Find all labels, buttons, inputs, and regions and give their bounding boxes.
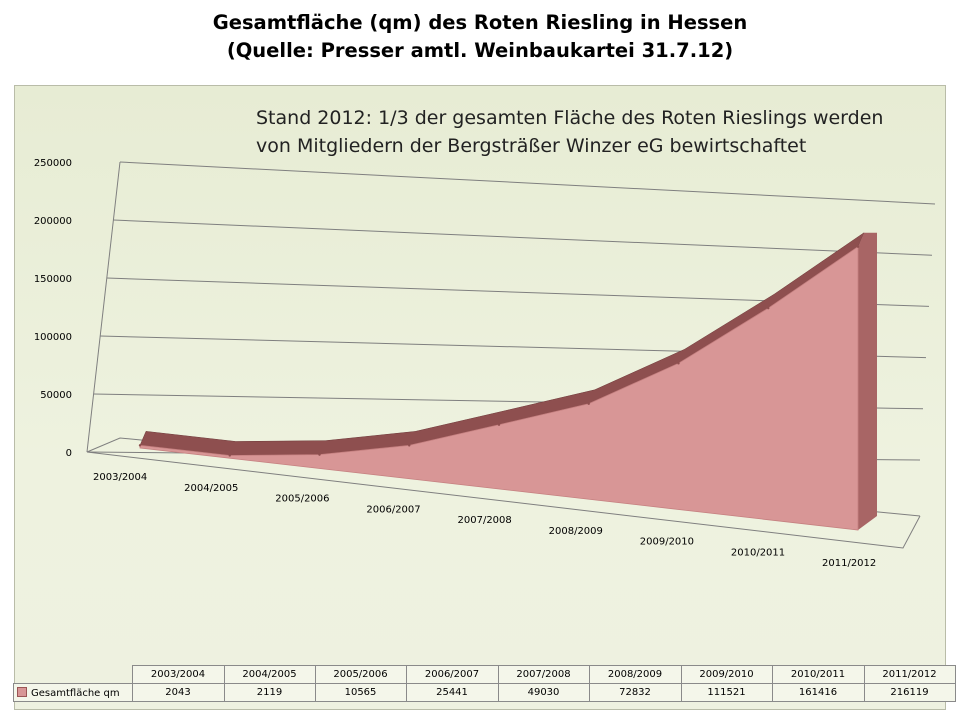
data-table-value-row: Gesamtfläche qm 2043 2119 10565 25441 49030 7… [13,683,956,702]
wall-edge-left [86,161,121,453]
data-table-header-cell: 2010/2011 [771,665,865,684]
x-tick-label-5: 2008/2009 [549,526,603,537]
area-layer [138,232,877,531]
series-legend-key [17,686,27,697]
data-table-value-cell: 72832 [588,683,682,702]
data-table-value-cell: 25441 [405,683,499,702]
data-table-header-cell: 2007/2008 [497,665,590,684]
x-axis-ticks: 2003/2004 2004/2005 2005/2006 2006/2007 2007… [93,472,876,569]
y-tick-label-2: 100000 [34,332,72,343]
y-tick-label-0: 0 [66,448,72,459]
data-point-6 [677,362,680,365]
x-tick-label-2: 2005/2006 [275,494,329,505]
data-table-value-cell: 10565 [314,683,407,702]
x-tick-label-8: 2011/2012 [822,558,876,569]
annotation-note: Stand 2012: 1/3 der gesamten Fläche des … [256,104,936,160]
chart-title-line2: (Quelle: Presser amtl. Weinbaukartei 31.… [226,39,734,62]
annotation-line2: von Mitgliedern der Bergsträßer Winzer e… [256,135,807,157]
y-tick-label-1: 50000 [40,390,72,401]
data-point-0 [138,444,142,447]
annotation-line1: Stand 2012: 1/3 der gesamten Fläche des … [256,107,884,129]
data-point-2 [318,453,321,456]
area-end-side [858,232,877,530]
x-tick-label-3: 2006/2007 [366,504,420,515]
y-axis-ticks: 0 50000 100000 150000 200000 250000 [34,158,72,459]
data-table-header-cell: 2008/2009 [588,665,682,684]
data-table-value-cell: 49030 [497,683,590,702]
data-point-3 [408,444,411,447]
data-table-header-cell: 2004/2005 [223,665,316,684]
data-table-header-cell: 2006/2007 [405,665,499,684]
data-table-value-cell: 161416 [771,683,865,702]
gridline-4 [113,219,933,256]
data-table-corner [14,666,133,684]
data-point-1 [228,454,231,457]
floor-edge-front [86,451,921,549]
data-table-value-cell: 216119 [863,683,956,702]
grid-layer [86,161,936,549]
data-point-8 [856,245,860,248]
x-tick-label-0: 2003/2004 [93,472,147,483]
x-tick-label-7: 2010/2011 [731,547,785,558]
y-tick-label-5: 250000 [34,158,72,169]
x-tick-label-6: 2009/2010 [640,537,694,548]
y-tick-label-4: 200000 [34,216,72,227]
data-table-value-cell: 2119 [223,683,316,702]
data-table-value-cell: 111521 [680,683,773,702]
chart-title-line1: Gesamtfläche (qm) des Roten Riesling in … [212,11,748,34]
data-point-5 [587,402,590,405]
y-tick-label-3: 150000 [34,274,72,285]
series-name: Gesamtfläche qm [31,687,120,699]
gridline-5 [119,161,936,205]
data-table-series-label: Gesamtfläche qm [13,683,133,702]
x-tick-label-4: 2007/2008 [458,515,512,526]
data-table-header-row: 2003/2004 2004/2005 2005/2006 2006/2007 2007… [14,665,956,684]
data-table-value-cell: 2043 [131,683,225,702]
data-table: 2003/2004 2004/2005 2005/2006 2006/2007 2007… [13,665,956,702]
data-table-header-cell: 2003/2004 [131,665,225,684]
data-table-header-cell: 2005/2006 [314,665,407,684]
data-table-header-cell: 2009/2010 [680,665,773,684]
x-tick-label-1: 2004/2005 [184,483,238,494]
data-point-7 [767,306,770,310]
data-point-4 [497,423,501,426]
area-front-face [139,245,859,531]
data-table-header-cell: 2011/2012 [863,665,956,684]
